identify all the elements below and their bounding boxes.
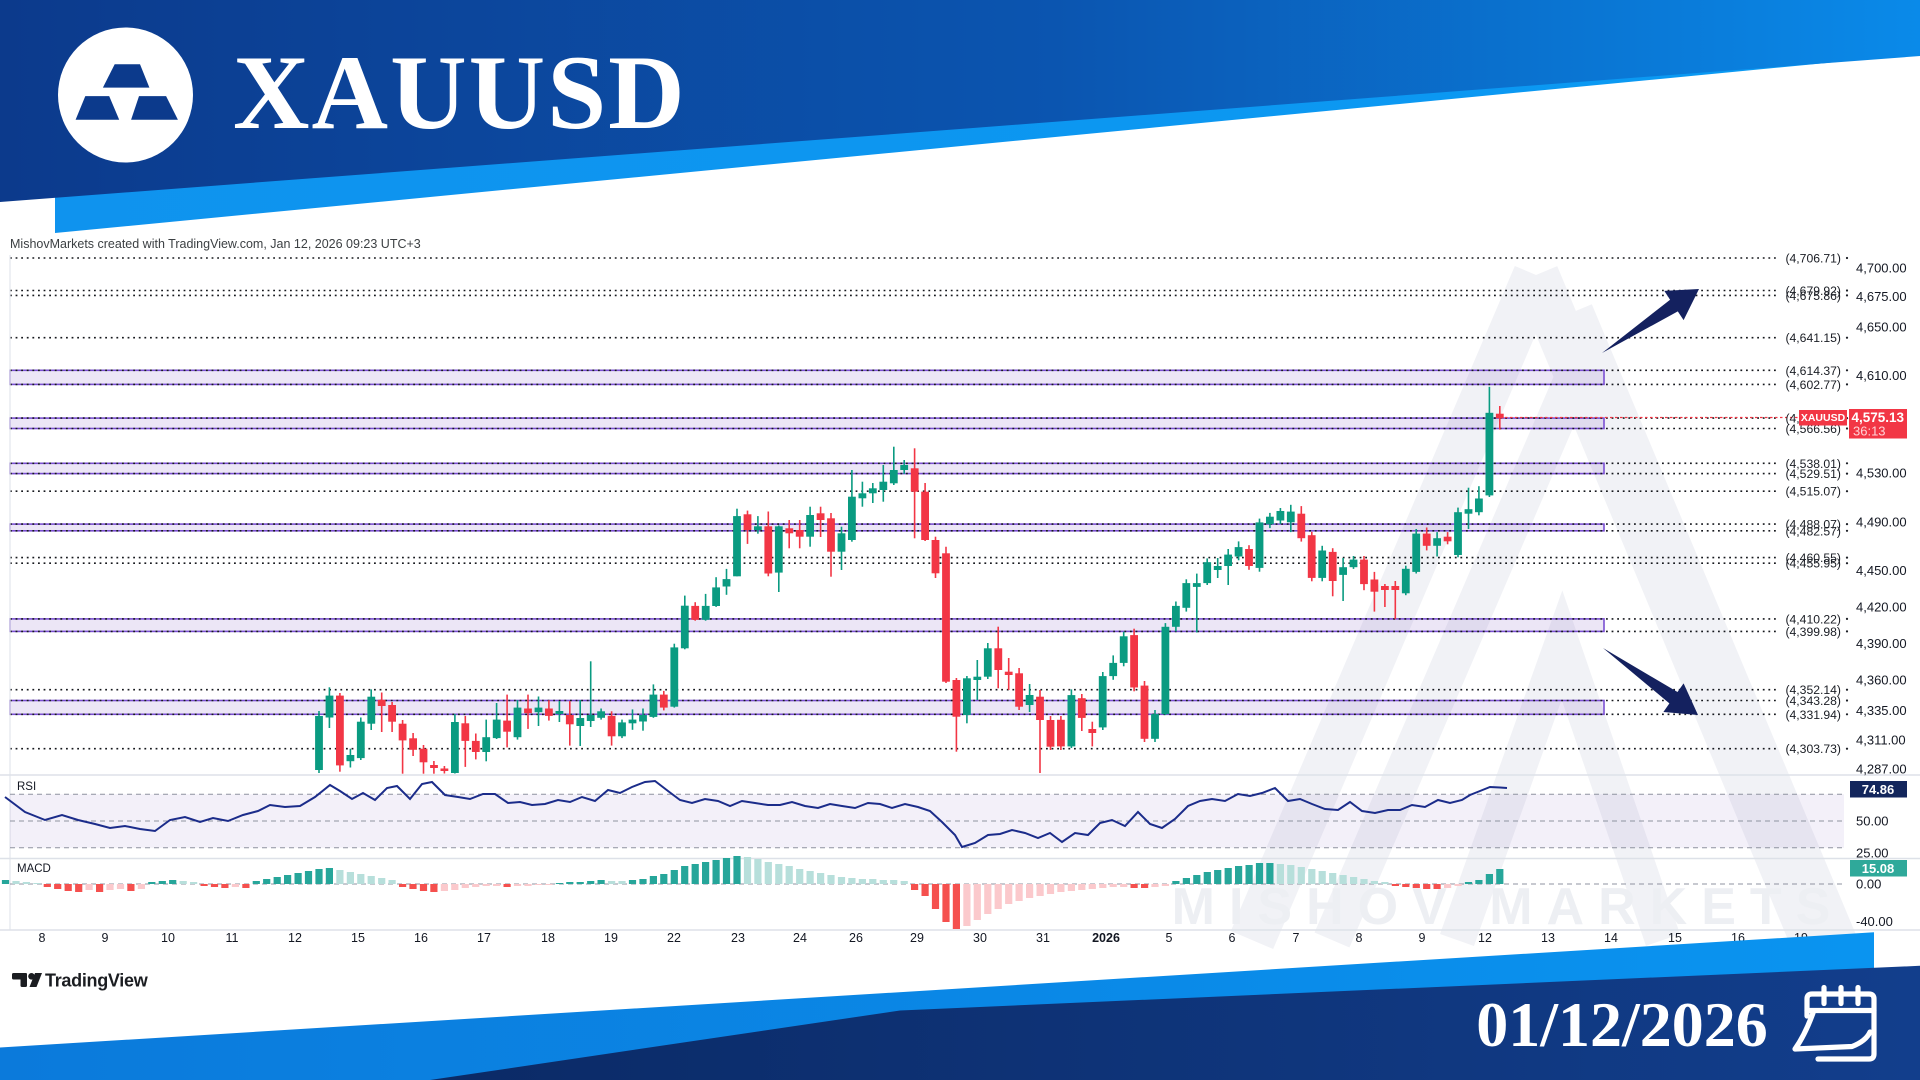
svg-text:4,490.00: 4,490.00 [1856, 514, 1907, 529]
svg-text:9: 9 [1419, 931, 1426, 945]
svg-text:4,311.00: 4,311.00 [1856, 732, 1906, 747]
svg-text:RSI: RSI [17, 781, 36, 793]
svg-text:(4,488.07): (4,488.07) [1785, 518, 1841, 532]
svg-text:(4,482.57): (4,482.57) [1785, 524, 1841, 538]
svg-text:5: 5 [1166, 931, 1173, 945]
svg-text:4,675.00: 4,675.00 [1856, 289, 1907, 304]
svg-text:4,335.00: 4,335.00 [1856, 703, 1907, 718]
svg-text:10: 10 [161, 931, 175, 945]
svg-text:4,390.00: 4,390.00 [1856, 636, 1907, 651]
svg-text:(4,679.92): (4,679.92) [1785, 284, 1841, 298]
svg-text:8: 8 [1356, 931, 1363, 945]
svg-text:26: 26 [849, 931, 863, 945]
svg-text:MishovMarkets created with Tra: MishovMarkets created with TradingView.c… [10, 237, 421, 251]
svg-text:(4,614.37): (4,614.37) [1785, 364, 1841, 378]
svg-text:13: 13 [1541, 931, 1555, 945]
svg-text:9: 9 [102, 931, 109, 945]
svg-text:15: 15 [351, 931, 365, 945]
svg-text:36:13: 36:13 [1853, 424, 1886, 439]
svg-text:4,287.00: 4,287.00 [1856, 762, 1907, 777]
svg-text:18: 18 [541, 931, 555, 945]
svg-text:22: 22 [667, 931, 681, 945]
svg-text:29: 29 [910, 931, 924, 945]
svg-text:4,610.00: 4,610.00 [1856, 368, 1907, 383]
svg-text:31: 31 [1036, 931, 1050, 945]
svg-text:(4,602.77): (4,602.77) [1785, 378, 1841, 392]
svg-text:(4,303.73): (4,303.73) [1785, 742, 1841, 756]
svg-text:25.00: 25.00 [1856, 846, 1889, 861]
svg-text:23: 23 [731, 931, 745, 945]
svg-text:MACD: MACD [17, 863, 51, 875]
svg-text:(4,331.94): (4,331.94) [1785, 708, 1841, 722]
svg-text:4,575.13: 4,575.13 [1851, 410, 1904, 425]
svg-text:-40.00: -40.00 [1856, 914, 1893, 929]
svg-text:XAUUSD: XAUUSD [233, 34, 687, 151]
svg-text:11: 11 [226, 931, 239, 945]
svg-text:4,450.00: 4,450.00 [1856, 563, 1907, 578]
svg-text:6: 6 [1229, 931, 1236, 945]
svg-text:(4,410.22): (4,410.22) [1785, 612, 1841, 626]
svg-text:7: 7 [1293, 931, 1300, 945]
svg-text:4,420.00: 4,420.00 [1856, 600, 1907, 615]
svg-text:(4,641.15): (4,641.15) [1785, 331, 1841, 345]
svg-text:15: 15 [1668, 931, 1682, 945]
svg-text:17: 17 [477, 931, 491, 945]
svg-text:4,360.00: 4,360.00 [1856, 673, 1907, 688]
svg-text:15.08: 15.08 [1862, 861, 1895, 876]
svg-text:19: 19 [604, 931, 618, 945]
svg-text:50.00: 50.00 [1856, 814, 1889, 829]
svg-text:4,530.00: 4,530.00 [1856, 466, 1907, 481]
svg-text:(4,529.51): (4,529.51) [1785, 467, 1841, 481]
svg-text:XAUUSD: XAUUSD [1801, 412, 1846, 424]
svg-text:(4,706.71): (4,706.71) [1785, 252, 1841, 266]
svg-text:30: 30 [973, 931, 987, 945]
svg-text:(4,455.95): (4,455.95) [1785, 557, 1841, 571]
svg-text:12: 12 [1478, 931, 1492, 945]
svg-text:16: 16 [414, 931, 428, 945]
svg-text:(4,460.55): (4,460.55) [1785, 551, 1841, 565]
svg-text:74.86: 74.86 [1862, 782, 1895, 797]
svg-text:12: 12 [288, 931, 302, 945]
svg-text:01/12/2026: 01/12/2026 [1476, 989, 1768, 1060]
svg-text:2026: 2026 [1092, 931, 1120, 945]
svg-text:(4,399.98): (4,399.98) [1785, 625, 1841, 639]
svg-text:8: 8 [39, 931, 46, 945]
svg-text:4,650.00: 4,650.00 [1856, 319, 1907, 334]
svg-text:14: 14 [1604, 931, 1618, 945]
svg-text:(4,538.01): (4,538.01) [1785, 457, 1841, 471]
svg-text:(4,515.07): (4,515.07) [1785, 485, 1841, 499]
svg-text:0.00: 0.00 [1856, 877, 1881, 892]
svg-text:24: 24 [793, 931, 807, 945]
svg-text:MISHOV MARKETS: MISHOV MARKETS [1172, 878, 1845, 936]
svg-text:(4,352.14): (4,352.14) [1785, 683, 1841, 697]
svg-text:TradingView: TradingView [45, 971, 149, 991]
svg-text:4,700.00: 4,700.00 [1856, 261, 1907, 276]
svg-text:(4,675.86): (4,675.86) [1785, 289, 1841, 303]
svg-text:(4,343.28): (4,343.28) [1785, 694, 1841, 708]
